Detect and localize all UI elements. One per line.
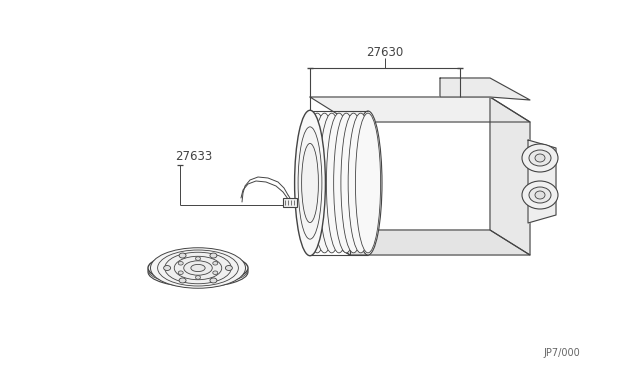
Ellipse shape	[195, 276, 200, 279]
Ellipse shape	[157, 250, 238, 286]
Ellipse shape	[355, 113, 381, 253]
Ellipse shape	[305, 113, 330, 253]
Ellipse shape	[333, 113, 359, 253]
Ellipse shape	[148, 257, 248, 287]
Polygon shape	[528, 140, 556, 223]
Ellipse shape	[150, 248, 246, 288]
Ellipse shape	[210, 253, 217, 258]
Ellipse shape	[298, 113, 323, 253]
Ellipse shape	[178, 271, 183, 275]
Ellipse shape	[535, 191, 545, 199]
Ellipse shape	[191, 264, 205, 272]
Ellipse shape	[225, 266, 232, 270]
Ellipse shape	[174, 256, 221, 280]
Ellipse shape	[529, 150, 551, 166]
Ellipse shape	[164, 266, 171, 270]
Ellipse shape	[184, 261, 212, 275]
Ellipse shape	[210, 278, 217, 283]
Text: JP7/000: JP7/000	[543, 348, 580, 358]
Ellipse shape	[348, 113, 373, 253]
Ellipse shape	[179, 253, 186, 258]
Ellipse shape	[164, 252, 231, 284]
Ellipse shape	[535, 154, 545, 162]
Ellipse shape	[319, 113, 344, 253]
Ellipse shape	[298, 127, 322, 239]
Polygon shape	[310, 230, 530, 255]
Text: 27633: 27633	[175, 151, 212, 164]
Polygon shape	[490, 97, 530, 255]
Ellipse shape	[148, 253, 248, 283]
Ellipse shape	[148, 255, 248, 285]
Bar	[283, 198, 297, 207]
Ellipse shape	[522, 144, 558, 172]
Ellipse shape	[326, 113, 351, 253]
Text: 27630: 27630	[366, 45, 404, 58]
Polygon shape	[440, 78, 530, 100]
Ellipse shape	[179, 278, 186, 283]
Ellipse shape	[294, 110, 325, 256]
Ellipse shape	[354, 111, 382, 255]
Ellipse shape	[529, 187, 551, 203]
Ellipse shape	[312, 113, 337, 253]
Ellipse shape	[341, 113, 366, 253]
Ellipse shape	[522, 181, 558, 209]
Ellipse shape	[178, 262, 183, 265]
Ellipse shape	[301, 143, 319, 222]
Polygon shape	[310, 97, 530, 122]
Ellipse shape	[212, 271, 218, 275]
Ellipse shape	[195, 257, 200, 260]
Ellipse shape	[212, 262, 218, 265]
